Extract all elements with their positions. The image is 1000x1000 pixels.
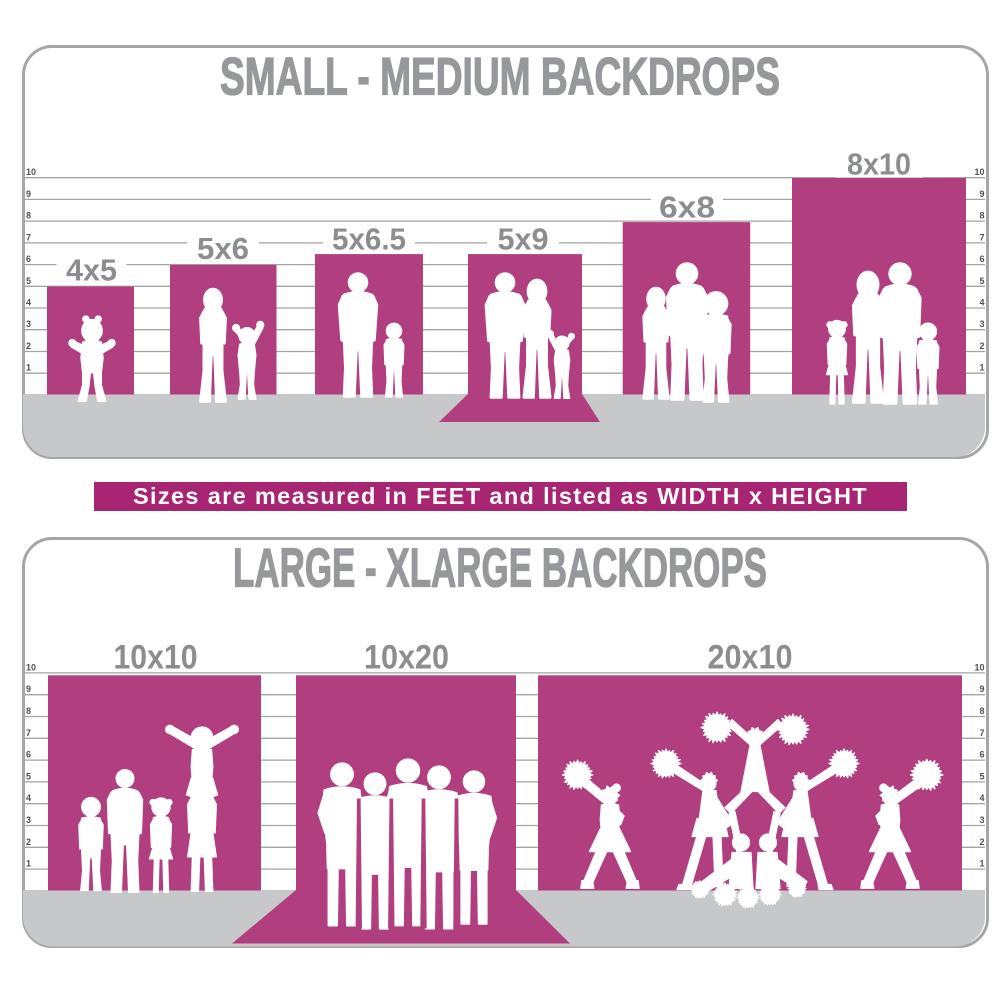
svg-text:1: 1 (979, 362, 984, 372)
svg-text:6: 6 (26, 749, 31, 759)
svg-text:2: 2 (26, 341, 31, 351)
svg-text:9: 9 (26, 684, 31, 694)
svg-text:2: 2 (979, 341, 984, 351)
svg-text:7: 7 (979, 232, 984, 242)
svg-text:5: 5 (979, 771, 984, 781)
svg-text:6: 6 (979, 254, 984, 264)
svg-text:5x6: 5x6 (197, 231, 249, 266)
svg-text:LARGE - XLARGE BACKDROPS: LARGE - XLARGE BACKDROPS (233, 537, 767, 599)
svg-text:1: 1 (979, 858, 984, 868)
svg-text:6x8: 6x8 (659, 189, 715, 224)
svg-text:3: 3 (979, 815, 984, 825)
svg-text:10: 10 (26, 167, 36, 177)
svg-text:4x5: 4x5 (66, 252, 117, 287)
svg-text:5: 5 (979, 275, 984, 285)
svg-text:4: 4 (26, 297, 31, 307)
svg-text:4: 4 (26, 793, 31, 803)
svg-text:6: 6 (979, 749, 984, 759)
svg-text:SMALL - MEDIUM BACKDROPS: SMALL - MEDIUM BACKDROPS (220, 47, 780, 106)
svg-text:8x10: 8x10 (847, 146, 911, 181)
svg-text:5: 5 (26, 771, 31, 781)
svg-text:5x9: 5x9 (498, 221, 549, 256)
svg-text:3: 3 (979, 319, 984, 329)
svg-text:1: 1 (26, 362, 31, 372)
svg-text:3: 3 (26, 319, 31, 329)
svg-text:9: 9 (26, 188, 31, 198)
svg-text:8: 8 (26, 706, 31, 716)
svg-text:10x10: 10x10 (114, 638, 198, 676)
svg-text:10: 10 (26, 662, 36, 672)
svg-text:7: 7 (26, 727, 31, 737)
svg-text:2: 2 (979, 836, 984, 846)
svg-text:9: 9 (979, 188, 984, 198)
svg-text:9: 9 (979, 684, 984, 694)
svg-text:7: 7 (26, 232, 31, 242)
svg-text:8: 8 (979, 210, 984, 220)
svg-text:10x20: 10x20 (364, 638, 449, 676)
svg-text:8: 8 (26, 210, 31, 220)
svg-text:20x10: 20x10 (708, 638, 793, 676)
svg-text:7: 7 (979, 727, 984, 737)
svg-text:5: 5 (26, 275, 31, 285)
svg-text:4: 4 (979, 793, 984, 803)
svg-text:5x6.5: 5x6.5 (332, 221, 406, 256)
svg-text:1: 1 (26, 858, 31, 868)
svg-text:8: 8 (979, 706, 984, 716)
svg-text:4: 4 (979, 297, 984, 307)
svg-text:2: 2 (26, 836, 31, 846)
svg-text:3: 3 (26, 815, 31, 825)
svg-text:10: 10 (974, 167, 984, 177)
svg-text:10: 10 (974, 662, 984, 672)
svg-text:6: 6 (26, 254, 31, 264)
